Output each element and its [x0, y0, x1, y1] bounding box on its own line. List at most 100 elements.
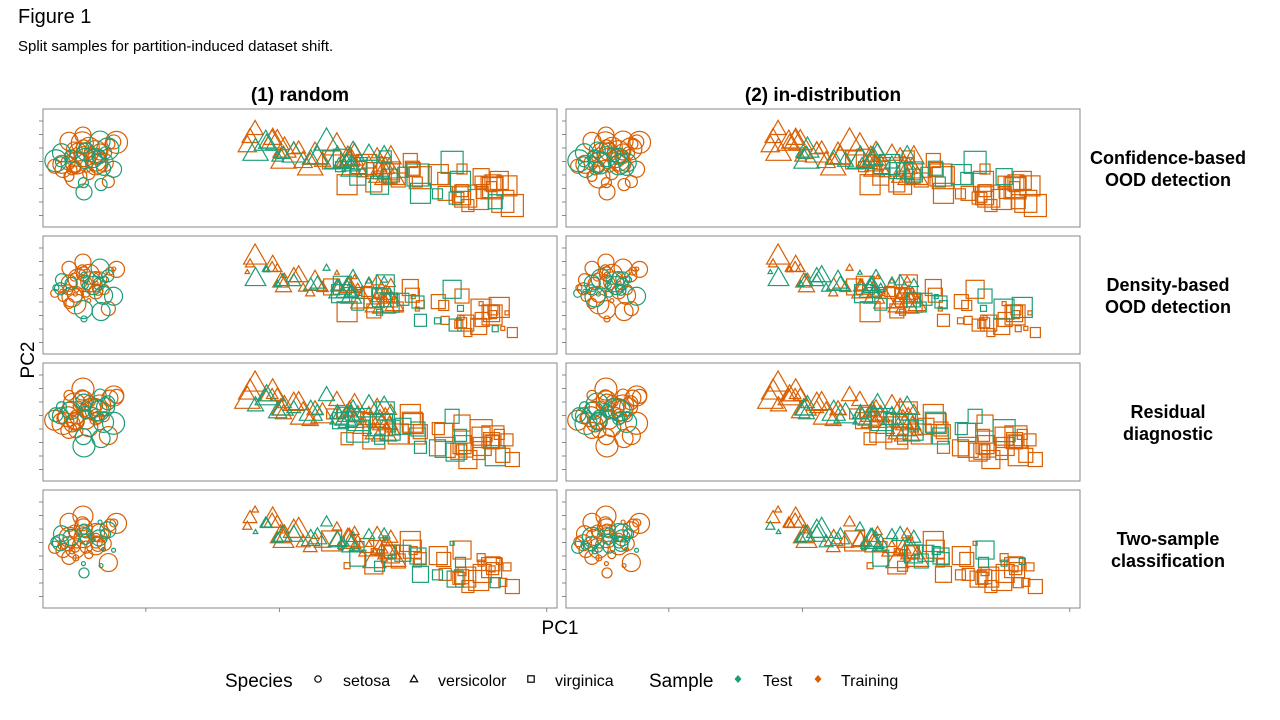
point-test [382, 168, 398, 184]
point-training [906, 545, 920, 559]
point-test [621, 410, 633, 423]
point-test [353, 540, 365, 553]
point-test [246, 395, 265, 412]
point-training [333, 268, 341, 275]
point-test [358, 142, 380, 161]
point-test [872, 530, 880, 537]
point-test [811, 264, 832, 283]
point-training [902, 274, 912, 283]
point-training [72, 390, 94, 412]
point-training [74, 253, 92, 271]
point-test [975, 540, 995, 560]
point-test [992, 419, 1016, 443]
point-training [975, 571, 989, 585]
legend-key-test [734, 675, 742, 683]
point-test [387, 554, 393, 560]
legend-label-virginica: virginica [555, 673, 614, 690]
point-training [623, 546, 630, 552]
point-test [309, 274, 326, 289]
point-training [903, 293, 923, 313]
point-training [842, 514, 857, 527]
point-training [364, 555, 384, 575]
point-test [453, 428, 468, 442]
point-test [607, 398, 631, 422]
point-training [603, 561, 610, 567]
point-training [313, 531, 332, 548]
point-test [301, 148, 320, 165]
point-training [489, 170, 509, 191]
point-training [792, 387, 809, 401]
point-test [799, 394, 816, 409]
point-test [272, 523, 294, 542]
point-training [461, 198, 475, 213]
point-test [596, 146, 618, 168]
point-training [493, 428, 505, 441]
point-test [571, 540, 585, 554]
point-training [452, 571, 466, 585]
point-test [51, 534, 70, 552]
point-test [319, 514, 334, 527]
point-test [574, 411, 598, 436]
point-training [64, 537, 86, 559]
point-test [347, 545, 355, 552]
point-test [257, 132, 276, 149]
panel-r3-c2 [562, 362, 1081, 482]
point-training [971, 318, 985, 332]
point-test [411, 565, 430, 583]
point-test [252, 528, 259, 535]
point-test [331, 412, 350, 430]
point-training [454, 288, 470, 304]
point-training [272, 528, 295, 549]
point-test [905, 528, 922, 543]
point-training [304, 286, 316, 297]
point-test [580, 540, 590, 550]
point-training [431, 421, 445, 436]
point-test [92, 411, 115, 433]
point-training [1004, 304, 1026, 326]
point-test [615, 411, 638, 433]
point-test [767, 266, 790, 287]
point-training [427, 163, 449, 186]
point-test [859, 527, 885, 549]
point-test [448, 318, 462, 332]
point-test [446, 570, 464, 588]
point-training [66, 412, 84, 430]
point-test [281, 140, 307, 163]
point-training [1018, 447, 1034, 463]
point-test [908, 277, 920, 288]
point-test [80, 271, 88, 279]
point-training [765, 242, 791, 265]
point-training [980, 314, 998, 332]
legend-key-training [814, 675, 822, 683]
point-test [300, 528, 321, 547]
point-test [254, 383, 280, 406]
point-test [89, 130, 111, 152]
point-training [790, 400, 811, 419]
point-training [835, 126, 864, 151]
point-training [760, 134, 781, 153]
point-training [370, 273, 384, 286]
row-label-2: OOD detection [1105, 297, 1231, 317]
point-training [630, 260, 649, 278]
legend-title-species: Species [225, 671, 293, 692]
point-test [80, 527, 92, 539]
point-training [470, 298, 492, 320]
point-training [956, 317, 965, 325]
point-training [631, 388, 648, 404]
point-training [925, 539, 945, 559]
point-test [872, 549, 890, 567]
point-test [82, 275, 90, 283]
point-test [606, 147, 622, 163]
point-training [788, 387, 802, 400]
point-training [456, 163, 468, 175]
point-test [341, 268, 365, 289]
point-training [468, 569, 490, 592]
point-training [1021, 577, 1031, 587]
point-training [370, 548, 378, 556]
point-test [93, 285, 114, 305]
point-training [890, 171, 905, 183]
point-test [406, 163, 430, 187]
point-training [100, 300, 116, 317]
point-training [756, 384, 784, 409]
point-test [883, 154, 900, 169]
